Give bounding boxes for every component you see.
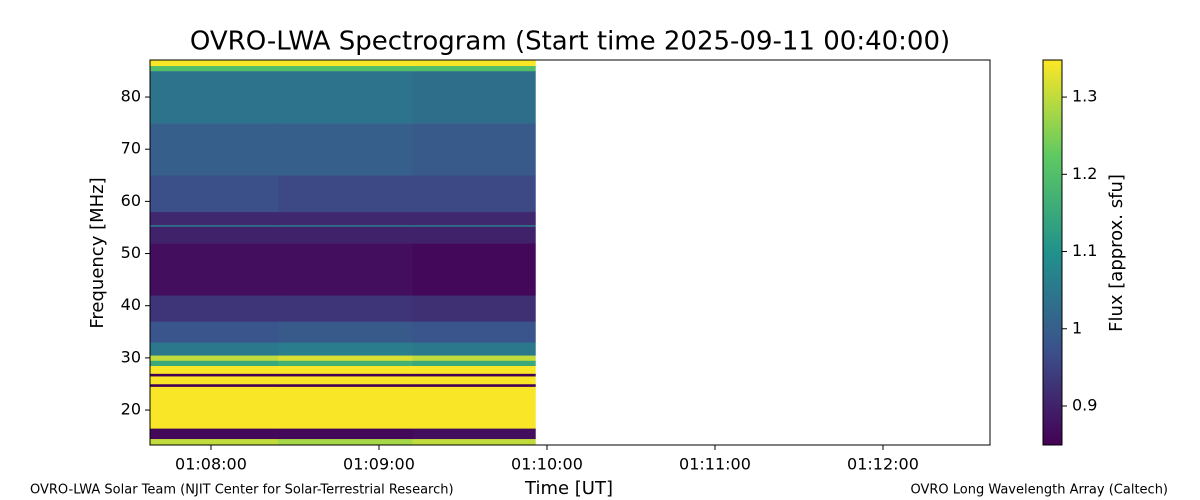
heatmap-cell xyxy=(150,373,279,377)
heatmap-cell xyxy=(150,428,279,440)
heatmap-cell xyxy=(150,386,279,429)
heatmap-cell xyxy=(412,386,536,429)
heatmap-cell xyxy=(150,376,279,385)
y-tick-label: 50 xyxy=(121,243,141,262)
y-tick-label: 70 xyxy=(121,139,141,158)
heatmap-cell xyxy=(150,211,279,226)
heatmap-cell xyxy=(150,175,279,213)
heatmap-cell xyxy=(278,211,414,226)
heatmap-cell xyxy=(278,376,414,385)
heatmap-cell xyxy=(278,428,414,440)
heatmap-cell xyxy=(412,60,536,67)
heatmap-cell xyxy=(278,438,414,446)
heatmap-cell xyxy=(278,60,414,67)
heatmap-cell xyxy=(278,175,414,213)
heatmap-cell xyxy=(150,295,279,322)
heatmap-cell xyxy=(278,373,414,377)
x-tick-label: 01:10:00 xyxy=(511,455,583,474)
x-axis-label: Time [UT] xyxy=(524,478,613,499)
colorbar-tick-label: 1.2 xyxy=(1072,164,1097,183)
heatmap-cell xyxy=(278,342,414,356)
heatmap-cell xyxy=(412,123,536,176)
heatmap-cell xyxy=(412,428,536,440)
footer-right: OVRO Long Wavelength Array (Caltech) xyxy=(910,483,1168,498)
heatmap-cell xyxy=(278,226,414,244)
heatmap-cell xyxy=(412,360,536,367)
heatmap-cell xyxy=(150,355,279,361)
heatmap-cell xyxy=(150,224,279,227)
heatmap-cell xyxy=(278,224,414,227)
heatmap xyxy=(150,60,536,446)
heatmap-cell xyxy=(412,365,536,374)
colorbar xyxy=(1042,59,1063,446)
heatmap-cell xyxy=(412,376,536,385)
heatmap-cell xyxy=(278,365,414,374)
heatmap-cell xyxy=(278,386,414,429)
heatmap-cell xyxy=(150,123,279,176)
x-tick-label: 01:09:00 xyxy=(343,455,415,474)
heatmap-cell xyxy=(278,321,414,343)
heatmap-cell xyxy=(150,243,279,296)
heatmap-cell xyxy=(412,243,536,296)
heatmap-cell xyxy=(412,342,536,356)
heatmap-cell xyxy=(150,438,279,446)
x-tick-label: 01:08:00 xyxy=(175,455,247,474)
colorbar-tick-label: 1.3 xyxy=(1072,87,1097,106)
heatmap-cell xyxy=(150,360,279,367)
heatmap-cell xyxy=(150,60,279,67)
heatmap-cell xyxy=(150,321,279,343)
x-tick-label: 01:12:00 xyxy=(847,455,919,474)
footer-left: OVRO-LWA Solar Team (NJIT Center for Sol… xyxy=(30,483,454,498)
heatmap-cell xyxy=(150,383,279,387)
heatmap-cell xyxy=(278,243,414,296)
chart-title: OVRO-LWA Spectrogram (Start time 2025-09… xyxy=(190,27,950,57)
heatmap-cell xyxy=(412,321,536,343)
y-tick-label: 40 xyxy=(121,295,141,314)
heatmap-cell xyxy=(412,224,536,227)
heatmap-cell xyxy=(412,211,536,226)
colorbar-tick-label: 0.9 xyxy=(1072,395,1097,414)
colorbar-label: Flux [approx. sfu] xyxy=(1106,174,1127,332)
heatmap-cell xyxy=(412,295,536,322)
heatmap-cell xyxy=(278,295,414,322)
plot-frame xyxy=(149,59,991,446)
heatmap-cell xyxy=(150,65,279,72)
x-tick-label: 01:11:00 xyxy=(679,455,751,474)
heatmap-cell xyxy=(412,383,536,387)
heatmap-cell xyxy=(278,65,414,72)
colorbar-tick-label: 1.1 xyxy=(1072,241,1097,260)
y-tick-label: 30 xyxy=(121,347,141,366)
heatmap-cell xyxy=(412,355,536,361)
heatmap-cell xyxy=(412,438,536,446)
heatmap-cell xyxy=(412,65,536,72)
heatmap-cell xyxy=(412,175,536,213)
heatmap-cell xyxy=(278,123,414,176)
heatmap-cell xyxy=(278,70,414,124)
heatmap-cell xyxy=(150,342,279,356)
heatmap-cell xyxy=(412,70,536,124)
y-axis-label: Frequency [MHz] xyxy=(87,177,108,328)
y-tick-label: 20 xyxy=(121,400,141,419)
colorbar-tick-label: 1 xyxy=(1072,318,1082,337)
heatmap-cell xyxy=(278,383,414,387)
heatmap-cell xyxy=(150,365,279,374)
heatmap-cell xyxy=(150,70,279,124)
heatmap-cell xyxy=(278,355,414,361)
y-tick-label: 60 xyxy=(121,191,141,210)
heatmap-cell xyxy=(150,226,279,244)
heatmap-cell xyxy=(412,373,536,377)
y-tick-label: 80 xyxy=(121,87,141,106)
heatmap-cell xyxy=(412,226,536,244)
heatmap-cell xyxy=(278,360,414,367)
